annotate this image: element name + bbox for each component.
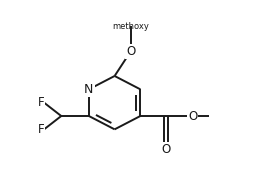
Text: O: O	[126, 45, 135, 58]
Text: O: O	[162, 143, 171, 156]
Text: F: F	[37, 96, 44, 109]
Text: O: O	[188, 109, 197, 122]
Text: N: N	[84, 83, 93, 96]
Text: methoxy: methoxy	[112, 22, 149, 31]
Text: F: F	[37, 123, 44, 136]
